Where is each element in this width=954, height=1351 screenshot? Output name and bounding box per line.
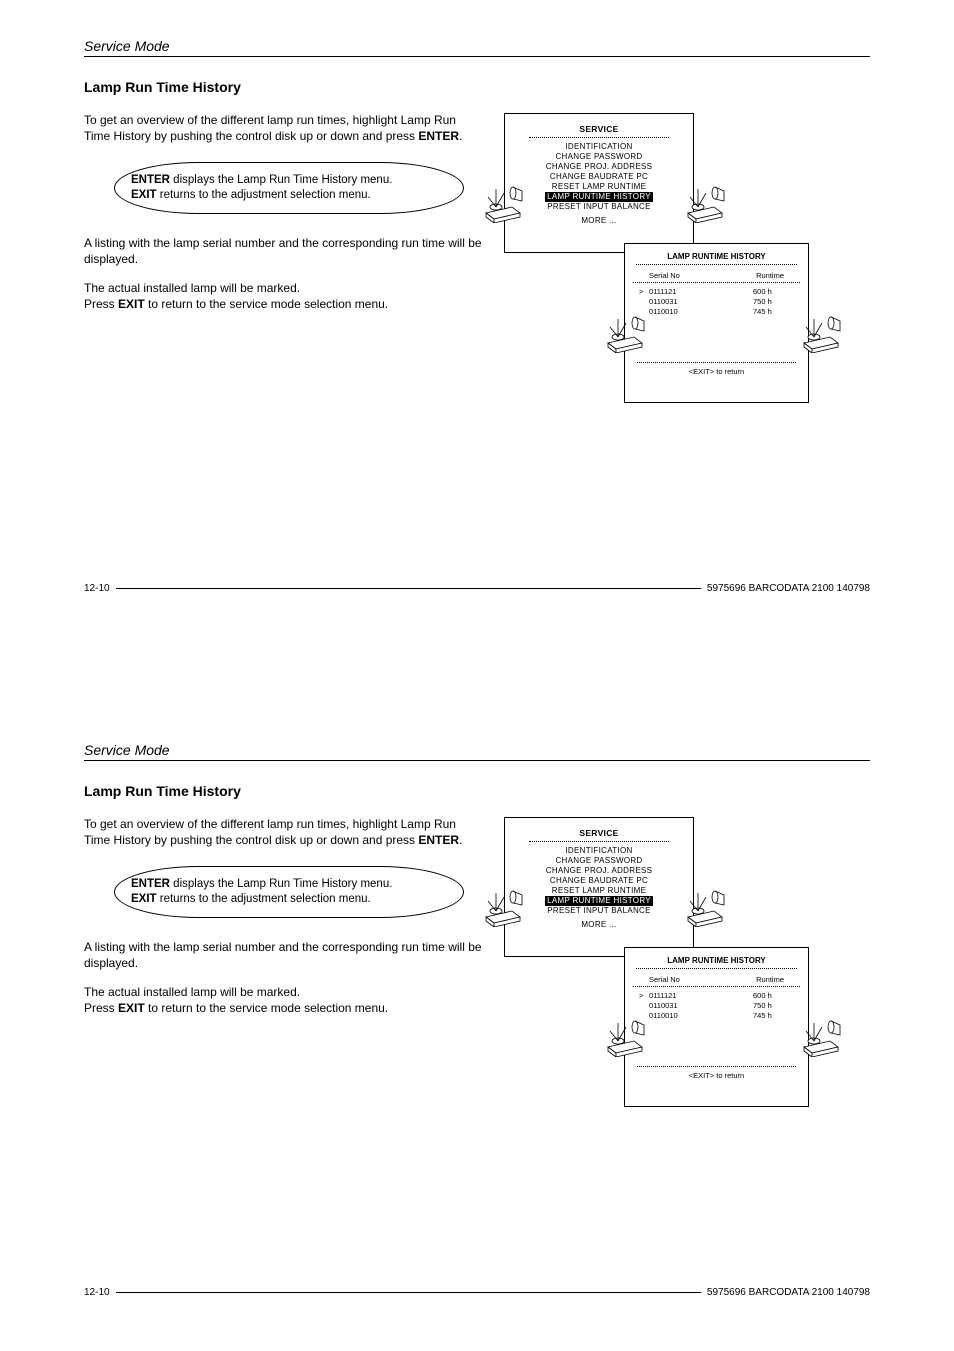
col-serial: Serial No (649, 271, 680, 280)
note-bubble: ENTER displays the Lamp Run Time History… (114, 162, 464, 214)
bubble-line-1: ENTER displays the Lamp Run Time History… (131, 173, 447, 188)
menu-diagram: SERVICE IDENTIFICATION CHANGE PASSWORD C… (504, 113, 804, 403)
history-exit-text: <EXIT> to return (633, 1071, 800, 1080)
menu-item-change-proj: CHANGE PROJ. ADDRESS (511, 162, 687, 172)
paragraph-exit: Press EXIT to return to the service mode… (84, 297, 484, 313)
history-rows: >0111121600 h 0110031750 h 0110010745 h (633, 287, 800, 316)
menu-item-reset-lamp: RESET LAMP RUNTIME (511, 886, 687, 896)
menu-item-change-password: CHANGE PASSWORD (511, 152, 687, 162)
footer-doc-code: 5975696 BARCODATA 2100 140798 (707, 583, 870, 594)
section-title: Lamp Run Time History (84, 79, 870, 95)
page-footer: 12-10 5975696 BARCODATA 2100 140798 (84, 583, 870, 594)
menu-item-identification: IDENTIFICATION (511, 142, 687, 152)
projector-icon (800, 313, 842, 353)
menu-item-more: MORE ... (511, 216, 687, 226)
service-menu-title: SERVICE (529, 828, 670, 842)
footer-page-num: 12-10 (84, 583, 110, 594)
history-row: 0110031750 h (639, 1001, 794, 1011)
content-row: To get an overview of the different lamp… (84, 817, 870, 1107)
content-row: To get an overview of the different lamp… (84, 113, 870, 403)
menu-item-reset-lamp: RESET LAMP RUNTIME (511, 182, 687, 192)
bubble-line-1: ENTER displays the Lamp Run Time History… (131, 877, 447, 892)
history-headers: Serial No Runtime (633, 975, 800, 987)
footer-doc-code: 5975696 BARCODATA 2100 140798 (707, 1287, 870, 1298)
menu-item-change-password: CHANGE PASSWORD (511, 856, 687, 866)
menu-diagram: SERVICE IDENTIFICATION CHANGE PASSWORD C… (504, 817, 804, 1107)
menu-item-identification: IDENTIFICATION (511, 846, 687, 856)
paragraph-listing: A listing with the lamp serial number an… (84, 236, 484, 267)
right-column: SERVICE IDENTIFICATION CHANGE PASSWORD C… (504, 817, 870, 1107)
section-title: Lamp Run Time History (84, 783, 870, 799)
col-runtime: Runtime (756, 975, 784, 984)
bubble-line-2: EXIT returns to the adjustment selection… (131, 892, 447, 907)
projector-icon (604, 1017, 646, 1057)
projector-icon (482, 183, 524, 223)
history-row: 0110010745 h (639, 1011, 794, 1021)
bubble-line-2: EXIT returns to the adjustment selection… (131, 188, 447, 203)
page-2: Service Mode Lamp Run Time History To ge… (0, 704, 954, 1348)
menu-item-change-baud: CHANGE BAUDRATE PC (511, 172, 687, 182)
projector-icon (684, 887, 726, 927)
history-title: LAMP RUNTIME HISTORY (636, 956, 796, 969)
paragraph-intro: To get an overview of the different lamp… (84, 817, 484, 848)
history-headers: Serial No Runtime (633, 271, 800, 283)
history-row: >0111121600 h (639, 287, 794, 297)
history-exit-text: <EXIT> to return (633, 367, 800, 376)
footer-rule (116, 1292, 701, 1293)
left-column: To get an overview of the different lamp… (84, 817, 484, 1107)
projector-icon (800, 1017, 842, 1057)
history-row: 0110031750 h (639, 297, 794, 307)
page-header: Service Mode (84, 38, 870, 57)
history-divider (637, 1066, 796, 1067)
history-divider (637, 362, 796, 363)
service-menu-title: SERVICE (529, 124, 670, 138)
footer-page-num: 12-10 (84, 1287, 110, 1298)
menu-item-highlighted: LAMP RUNTIME HISTORY (511, 896, 687, 906)
history-panel: LAMP RUNTIME HISTORY Serial No Runtime >… (624, 947, 809, 1107)
right-column: SERVICE IDENTIFICATION CHANGE PASSWORD C… (504, 113, 870, 403)
menu-item-change-baud: CHANGE BAUDRATE PC (511, 876, 687, 886)
page-footer: 12-10 5975696 BARCODATA 2100 140798 (84, 1287, 870, 1298)
service-menu-panel: SERVICE IDENTIFICATION CHANGE PASSWORD C… (504, 113, 694, 253)
page-1: Service Mode Lamp Run Time History To ge… (0, 0, 954, 644)
paragraph-intro: To get an overview of the different lamp… (84, 113, 484, 144)
left-column: To get an overview of the different lamp… (84, 113, 484, 403)
menu-item-preset-input: PRESET INPUT BALANCE (511, 906, 687, 916)
history-row: >0111121600 h (639, 991, 794, 1001)
menu-item-change-proj: CHANGE PROJ. ADDRESS (511, 866, 687, 876)
paragraph-exit: Press EXIT to return to the service mode… (84, 1001, 484, 1017)
col-serial: Serial No (649, 975, 680, 984)
projector-icon (684, 183, 726, 223)
menu-item-preset-input: PRESET INPUT BALANCE (511, 202, 687, 212)
paragraph-marked: The actual installed lamp will be marked… (84, 281, 484, 297)
menu-item-highlighted: LAMP RUNTIME HISTORY (511, 192, 687, 202)
col-runtime: Runtime (756, 271, 784, 280)
history-panel: LAMP RUNTIME HISTORY Serial No Runtime >… (624, 243, 809, 403)
paragraph-marked: The actual installed lamp will be marked… (84, 985, 484, 1001)
service-menu-panel: SERVICE IDENTIFICATION CHANGE PASSWORD C… (504, 817, 694, 957)
note-bubble: ENTER displays the Lamp Run Time History… (114, 866, 464, 918)
page-header: Service Mode (84, 742, 870, 761)
paragraph-listing: A listing with the lamp serial number an… (84, 940, 484, 971)
menu-item-more: MORE ... (511, 920, 687, 930)
history-rows: >0111121600 h 0110031750 h 0110010745 h (633, 991, 800, 1020)
projector-icon (482, 887, 524, 927)
history-title: LAMP RUNTIME HISTORY (636, 252, 796, 265)
footer-rule (116, 588, 701, 589)
history-row: 0110010745 h (639, 307, 794, 317)
projector-icon (604, 313, 646, 353)
